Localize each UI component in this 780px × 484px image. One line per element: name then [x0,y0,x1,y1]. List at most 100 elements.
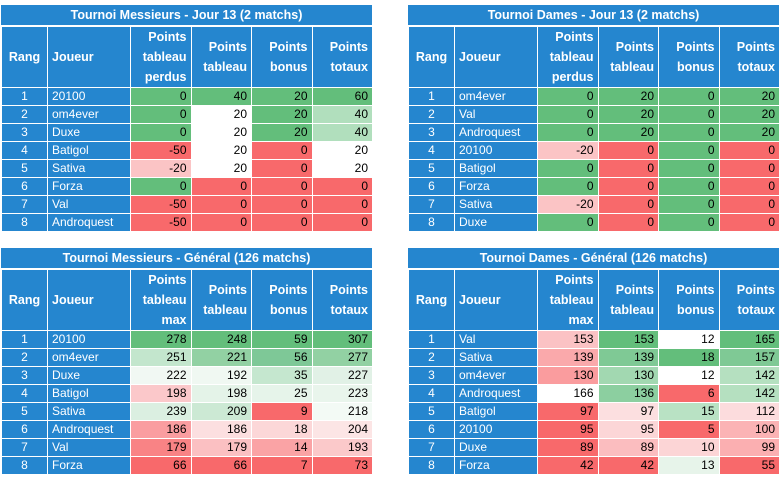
cell-points-bonus: 12 [658,330,720,349]
header-line: tableau [549,50,594,64]
header-line: tableau [142,50,187,64]
cell-points-bonus: 13 [658,456,720,475]
cell-points-tableau-max: 66 [130,456,192,475]
cell-points-tableau: 20 [190,141,252,160]
header-points-totaux: Points totaux [718,26,780,88]
cell-rang: 3 [408,123,455,142]
panel-title: Tournoi Dames - Jour 13 (2 matchs) [408,5,779,26]
table-row: 2 om4ever 251 221 56 277 [1,348,373,367]
header-line: bonus [677,60,715,74]
cell-rang: 6 [408,420,455,439]
panel-dames-jour: Tournoi Dames - Jour 13 (2 matchs) Rang J… [408,5,780,232]
cell-rang: 8 [1,213,48,232]
table-row: 2 Val 0 20 0 20 [408,105,780,124]
cell-points-totaux: 40 [311,105,373,124]
header-line: Points [269,40,308,54]
cell-points-totaux: 20 [718,87,780,106]
cell-joueur: Batigol [47,384,131,403]
cell-points-bonus: 0 [658,87,720,106]
cell-points-tableau: 20 [597,105,659,124]
cell-joueur: Duxe [47,366,131,385]
cell-points-totaux: 20 [718,105,780,124]
cell-joueur: Batigol [47,141,131,160]
cell-points-tableau: 198 [190,384,252,403]
header-joueur: Joueur [454,26,538,88]
cell-points-totaux: 307 [311,330,373,349]
cell-points-bonus: 0 [658,123,720,142]
cell-rang: 6 [1,177,48,196]
header-line: Points [208,40,247,54]
cell-rang: 2 [1,105,48,124]
header-line: Points [615,40,654,54]
cell-points-totaux: 73 [311,456,373,475]
header-points-tableau-perdus: Points tableau perdus [130,26,192,88]
cell-rang: 8 [408,456,455,475]
cell-joueur: Batigol [454,159,538,178]
cell-points-totaux: 0 [718,213,780,232]
cell-points-totaux: 0 [718,141,780,160]
cell-rang: 2 [408,105,455,124]
cell-points-tableau: 97 [597,402,659,421]
panel-dames-general: Tournoi Dames - Général (126 matchs) Ran… [408,248,780,475]
cell-points-tableau-max: 139 [537,348,599,367]
header-line: Points [555,273,594,287]
cell-points-totaux: 193 [311,438,373,457]
panel-title: Tournoi Dames - Général (126 matchs) [408,248,779,269]
cell-points-totaux: 40 [311,123,373,142]
cell-rang: 3 [408,366,455,385]
cell-points-tableau-perdus: -50 [130,195,192,214]
table-row: 7 Duxe 89 89 10 99 [408,438,780,457]
table-row: 1 20100 0 40 20 60 [1,87,373,106]
header-line: tableau [203,303,247,317]
header-line: max [161,313,187,327]
cell-points-totaux: 0 [311,213,373,232]
table-row: 8 Duxe 0 0 0 0 [408,213,780,232]
cell-points-totaux: 0 [718,159,780,178]
cell-joueur: om4ever [454,366,538,385]
table-row: 7 Val 179 179 14 193 [1,438,373,457]
cell-points-bonus: 0 [658,213,720,232]
cell-joueur: Sativa [47,159,131,178]
header-points-tableau: Points tableau [190,269,252,331]
header-row: Rang Joueur Points tableau max Points tableau P… [408,269,780,331]
cell-rang: 1 [1,87,48,106]
cell-points-tableau: 186 [190,420,252,439]
cell-points-totaux: 218 [311,402,373,421]
cell-points-totaux: 20 [718,123,780,142]
header-line: Points [676,283,715,297]
cell-joueur: Sativa [454,348,538,367]
cell-joueur: Val [47,195,131,214]
cell-rang: 8 [1,456,48,475]
cell-rang: 2 [1,348,48,367]
panel-title: Tournoi Messieurs - Général (126 matchs) [1,248,372,269]
cell-points-tableau-max: 130 [537,366,599,385]
cell-points-bonus: 56 [251,348,313,367]
header-line: tableau [549,293,594,307]
cell-points-bonus: 18 [251,420,313,439]
header-line: Points [148,30,187,44]
table-row: 4 Androquest 166 136 6 142 [408,384,780,403]
cell-points-bonus: 0 [658,159,720,178]
cell-points-tableau: 248 [190,330,252,349]
panel-title: Tournoi Messieurs - Jour 13 (2 matchs) [1,5,372,26]
table-row: 6 Androquest 186 186 18 204 [1,420,373,439]
header-line: perdus [551,70,594,84]
header-line: tableau [610,303,654,317]
cell-joueur: Androquest [47,213,131,232]
cell-points-bonus: 20 [251,123,313,142]
cell-points-totaux: 165 [718,330,780,349]
cell-rang: 7 [1,438,48,457]
cell-points-bonus: 0 [658,141,720,160]
table-row: 2 om4ever 0 20 20 40 [1,105,373,124]
cell-points-tableau: 20 [597,123,659,142]
cell-points-tableau-max: 179 [130,438,192,457]
header-line: Points [329,40,368,54]
cell-points-totaux: 277 [311,348,373,367]
cell-rang: 3 [1,366,48,385]
table-row: 8 Forza 66 66 7 73 [1,456,373,475]
cell-points-bonus: 0 [658,195,720,214]
cell-points-tableau: 179 [190,438,252,457]
table-row: 8 Forza 42 42 13 55 [408,456,780,475]
cell-joueur: om4ever [47,348,131,367]
cell-joueur: Batigol [454,402,538,421]
